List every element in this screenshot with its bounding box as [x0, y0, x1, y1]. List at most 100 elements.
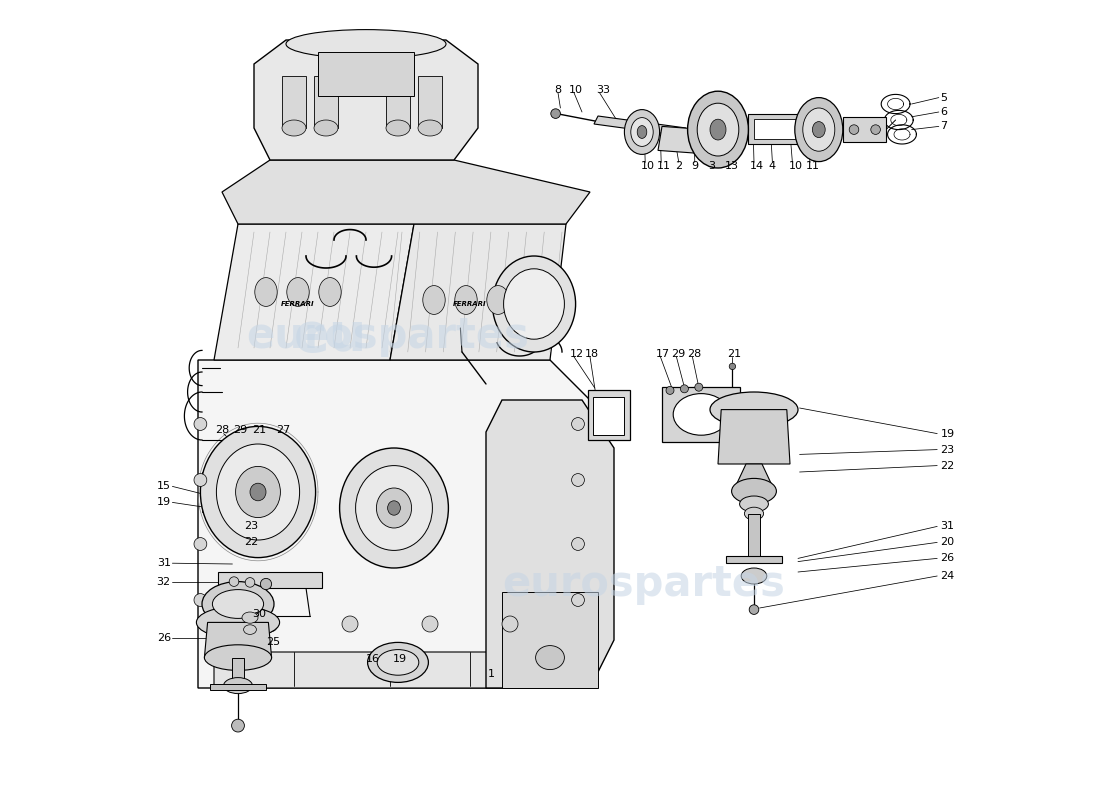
Polygon shape [486, 400, 614, 688]
Ellipse shape [749, 605, 759, 614]
Ellipse shape [741, 568, 767, 584]
Polygon shape [718, 410, 790, 464]
Ellipse shape [849, 125, 859, 134]
Text: 17: 17 [656, 349, 670, 358]
Text: 11: 11 [806, 161, 820, 170]
Polygon shape [218, 572, 322, 588]
Bar [502, 592, 598, 688]
Bar [386, 76, 410, 128]
Ellipse shape [502, 616, 518, 632]
Ellipse shape [229, 577, 239, 586]
Ellipse shape [194, 538, 207, 550]
Ellipse shape [673, 394, 729, 435]
Text: 26: 26 [940, 554, 955, 563]
Text: 9: 9 [691, 161, 697, 170]
Polygon shape [222, 160, 590, 224]
Ellipse shape [314, 120, 338, 136]
Text: 20: 20 [940, 538, 955, 547]
Ellipse shape [262, 616, 278, 632]
Polygon shape [202, 496, 215, 512]
Text: 6: 6 [940, 107, 947, 117]
Ellipse shape [242, 612, 258, 623]
Ellipse shape [630, 118, 653, 146]
Text: FERRARI: FERRARI [453, 301, 487, 307]
Text: 28: 28 [688, 349, 702, 358]
Text: 7: 7 [940, 122, 947, 131]
Ellipse shape [223, 678, 252, 694]
Ellipse shape [493, 256, 575, 352]
Ellipse shape [871, 125, 880, 134]
Ellipse shape [710, 392, 798, 427]
Ellipse shape [287, 278, 309, 306]
Ellipse shape [261, 578, 272, 590]
Ellipse shape [243, 625, 256, 634]
Text: 19: 19 [156, 498, 170, 507]
Bar [662, 387, 740, 442]
Ellipse shape [551, 109, 560, 118]
Text: 19: 19 [393, 654, 407, 664]
Ellipse shape [739, 496, 769, 512]
Ellipse shape [637, 126, 647, 138]
Ellipse shape [422, 616, 438, 632]
Ellipse shape [319, 278, 341, 306]
Ellipse shape [245, 578, 255, 587]
Ellipse shape [286, 30, 446, 58]
Text: 29: 29 [233, 426, 248, 435]
Bar [754, 119, 798, 139]
Ellipse shape [355, 466, 432, 550]
Text: 31: 31 [940, 522, 955, 531]
Ellipse shape [487, 286, 509, 314]
Polygon shape [658, 126, 706, 154]
Ellipse shape [666, 386, 674, 394]
Text: 29: 29 [672, 349, 686, 358]
Ellipse shape [367, 642, 428, 682]
Bar [318, 52, 414, 96]
Bar [418, 76, 442, 128]
Ellipse shape [200, 426, 316, 558]
Ellipse shape [376, 488, 411, 528]
Text: 31: 31 [157, 558, 170, 568]
Polygon shape [202, 472, 215, 488]
Text: 13: 13 [725, 161, 738, 170]
Ellipse shape [377, 650, 419, 675]
Text: 1: 1 [487, 669, 495, 678]
Polygon shape [205, 622, 272, 658]
Text: 27: 27 [276, 426, 290, 435]
Ellipse shape [386, 120, 410, 136]
Text: 33: 33 [596, 85, 611, 94]
Text: 21: 21 [252, 426, 266, 435]
Text: 16: 16 [366, 654, 379, 664]
Text: 10: 10 [789, 161, 802, 170]
Text: 23: 23 [244, 522, 258, 531]
Ellipse shape [572, 538, 584, 550]
Polygon shape [232, 658, 243, 684]
Text: 14: 14 [750, 161, 764, 170]
Ellipse shape [745, 507, 763, 520]
Text: 10: 10 [641, 161, 656, 170]
Text: 3: 3 [708, 161, 715, 170]
Ellipse shape [387, 501, 400, 515]
Ellipse shape [255, 278, 277, 306]
Bar [282, 76, 306, 128]
Text: 2: 2 [674, 161, 682, 170]
Ellipse shape [572, 594, 584, 606]
Ellipse shape [418, 120, 442, 136]
Polygon shape [214, 652, 590, 688]
Text: 30: 30 [252, 610, 266, 619]
Polygon shape [748, 514, 760, 558]
Ellipse shape [342, 616, 358, 632]
Ellipse shape [732, 478, 777, 504]
Polygon shape [214, 224, 414, 360]
Ellipse shape [232, 719, 244, 732]
Ellipse shape [803, 108, 835, 151]
Text: 4: 4 [769, 161, 776, 170]
Ellipse shape [212, 590, 264, 618]
Ellipse shape [572, 418, 584, 430]
Ellipse shape [813, 122, 825, 138]
Polygon shape [748, 114, 806, 144]
Ellipse shape [729, 363, 736, 370]
Text: 26: 26 [156, 634, 170, 643]
Ellipse shape [536, 646, 564, 670]
Text: 8: 8 [554, 85, 561, 94]
Polygon shape [726, 556, 782, 563]
